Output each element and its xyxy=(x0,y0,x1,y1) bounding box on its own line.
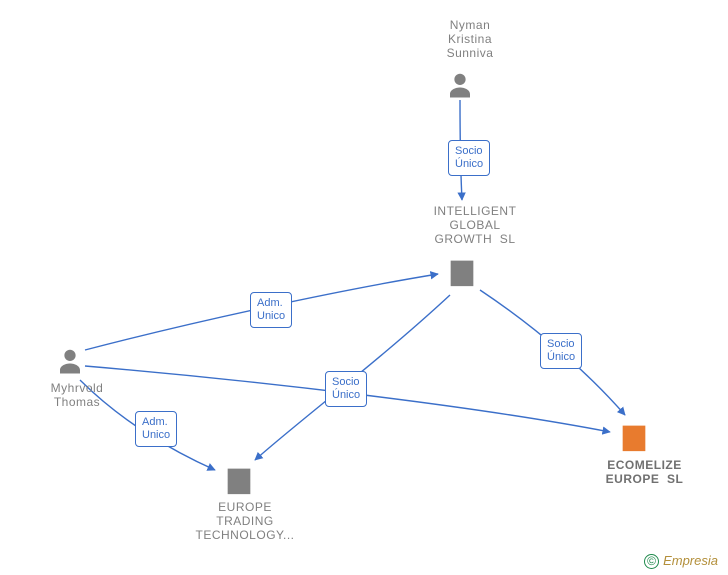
node-label-myhrvold: Myhrvold Thomas xyxy=(42,381,112,409)
watermark-text: Empresia xyxy=(663,553,718,568)
edge-label: Socio Único xyxy=(540,333,582,369)
edge-label: Adm. Unico xyxy=(135,411,177,447)
edge-label: Socio Único xyxy=(325,371,367,407)
edge-label: Socio Único xyxy=(448,140,490,176)
node-label-ecomelize: ECOMELIZE EUROPE SL xyxy=(597,458,692,486)
node-label-intelligent: INTELLIGENT GLOBAL GROWTH SL xyxy=(425,204,525,246)
diagram-canvas: { "canvas": { "width": 728, "height": 57… xyxy=(0,0,728,575)
building-icon xyxy=(617,420,651,459)
watermark: © Empresia xyxy=(644,553,718,569)
edge-label: Adm. Unico xyxy=(250,292,292,328)
building-icon xyxy=(445,255,479,294)
node-label-europe-trading: EUROPE TRADING TECHNOLOGY... xyxy=(190,500,300,542)
copyright-icon: © xyxy=(644,554,659,569)
building-icon xyxy=(222,463,256,502)
edges-layer xyxy=(0,0,728,575)
node-label-nyman: Nyman Kristina Sunniva xyxy=(440,18,500,60)
person-icon xyxy=(55,346,85,381)
person-icon xyxy=(445,70,475,105)
